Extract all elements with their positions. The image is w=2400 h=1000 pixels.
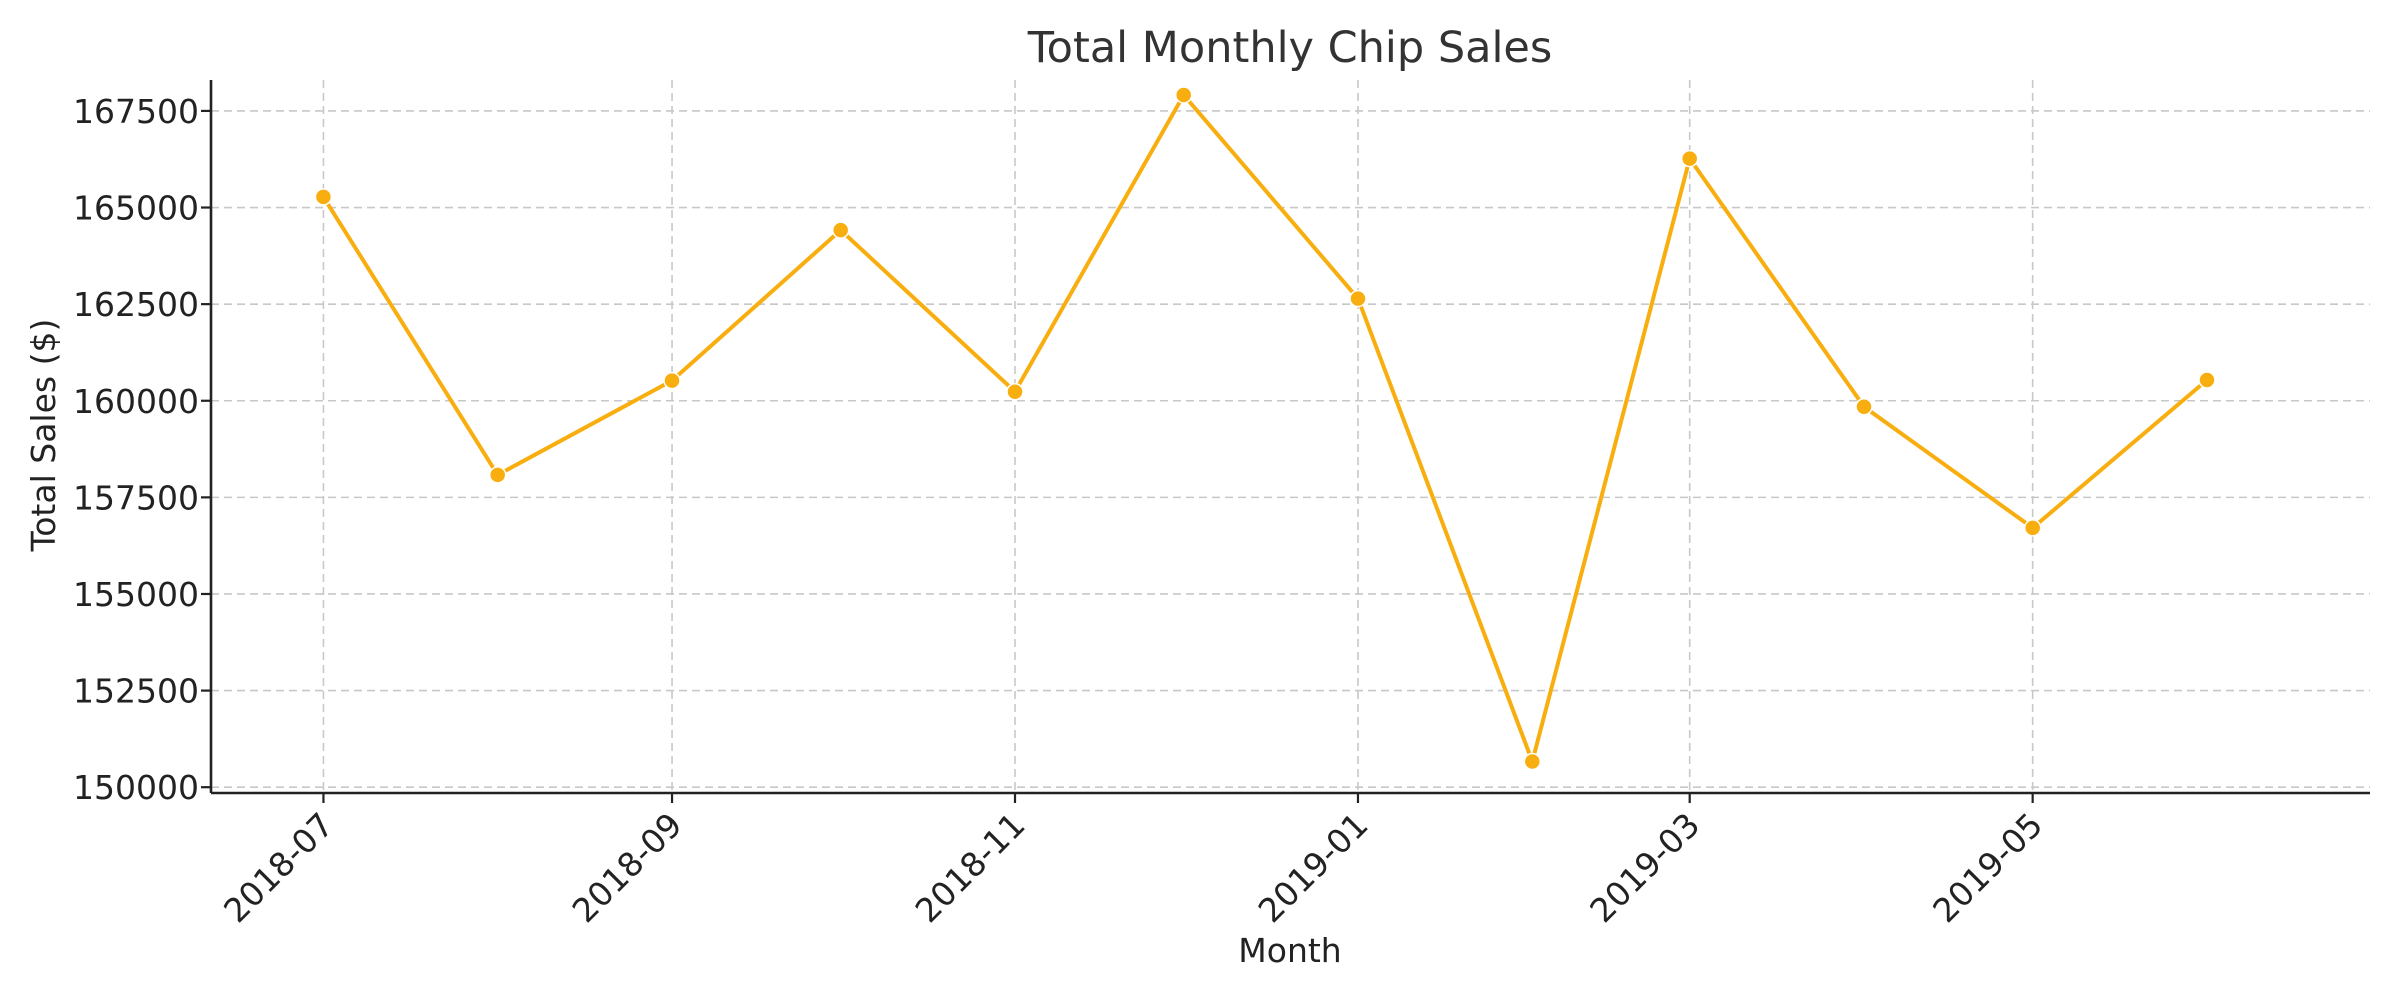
data-point — [2023, 519, 2042, 537]
x-tick-label: 2018-09 — [565, 805, 690, 930]
data-point — [1523, 752, 1542, 771]
x-tick-label: 2018-07 — [216, 805, 341, 930]
y-axis-label: Total Sales ($) — [24, 319, 63, 553]
data-point — [1855, 397, 1873, 416]
series-line — [321, 93, 2209, 764]
y-tick-label: 167500 — [73, 92, 199, 131]
y-tick-label: 150000 — [73, 768, 199, 807]
y-tick-label: 157500 — [73, 478, 199, 517]
data-point — [663, 371, 681, 390]
data-point — [488, 466, 507, 484]
x-tick-label: 2018-11 — [908, 805, 1033, 930]
data-point — [2198, 371, 2216, 389]
series-layer — [314, 86, 2216, 771]
data-point — [1006, 382, 1024, 401]
x-tick-label: 2019-03 — [1582, 805, 1707, 930]
y-tick-label: 152500 — [73, 672, 199, 711]
y-tick-label: 162500 — [73, 285, 199, 324]
data-point — [1680, 149, 1699, 168]
axes-layer — [209, 80, 2370, 795]
y-tick-label: 155000 — [73, 575, 199, 614]
data-point — [1174, 86, 1193, 104]
x-ticks: 2018-07 2018-09 2018-11 2019-01 2019-03 2019-… — [216, 793, 2050, 930]
x-axis-label: Month — [1238, 931, 1341, 970]
grid-layer — [211, 80, 2370, 793]
y-ticks: 150000 152500 155000 157500 160000 162500 1650… — [73, 92, 211, 807]
data-point — [1349, 289, 1367, 308]
x-tick-label: 2019-05 — [1925, 805, 2050, 930]
chart-title: Total Monthly Chip Sales — [1027, 23, 1553, 73]
y-tick-label: 160000 — [73, 382, 199, 421]
data-point — [831, 221, 850, 239]
y-tick-label: 165000 — [73, 189, 199, 228]
x-tick-label: 2019-01 — [1251, 805, 1376, 930]
data-point — [314, 188, 333, 206]
